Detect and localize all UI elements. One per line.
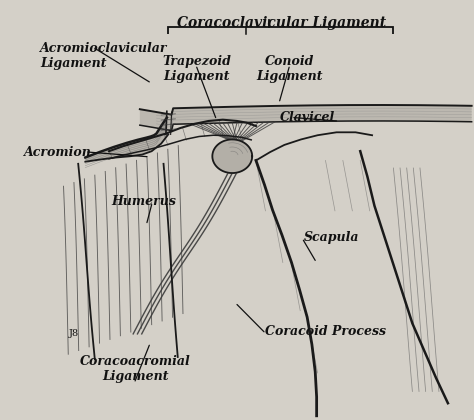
- Polygon shape: [85, 118, 168, 162]
- Text: Coracoid Process: Coracoid Process: [265, 326, 386, 338]
- Polygon shape: [140, 105, 472, 131]
- Text: J8: J8: [69, 329, 79, 339]
- Text: Acromion: Acromion: [24, 146, 91, 158]
- Text: Clavicel: Clavicel: [280, 111, 335, 124]
- Text: Acromioclavicular
Ligament: Acromioclavicular Ligament: [40, 42, 168, 70]
- Text: Trapezoid
Ligament: Trapezoid Ligament: [162, 55, 231, 83]
- Polygon shape: [212, 139, 252, 173]
- Text: Coracoclavicular Ligament: Coracoclavicular Ligament: [177, 16, 387, 30]
- Text: Scapula: Scapula: [303, 231, 359, 244]
- Text: Humerus: Humerus: [111, 195, 176, 208]
- Text: Coracoacromial
Ligament: Coracoacromial Ligament: [80, 355, 191, 383]
- Text: Conoid
Ligament: Conoid Ligament: [256, 55, 322, 83]
